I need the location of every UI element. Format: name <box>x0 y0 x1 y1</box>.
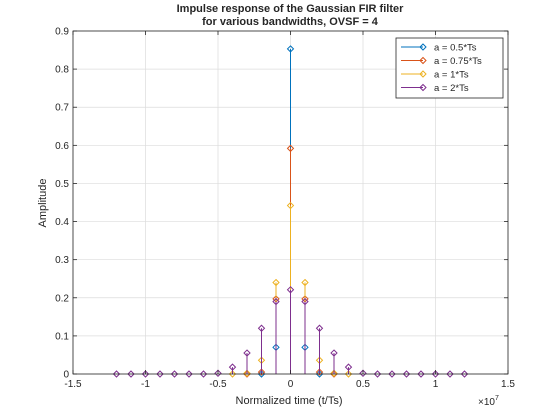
y-tick-label: 0.4 <box>55 217 69 228</box>
y-axis-ticks: 0 0.1 0.2 0.3 0.4 0.5 0.6 0.7 0.8 0.9 <box>55 27 508 381</box>
stem-marker <box>185 370 193 378</box>
y-tick-label: 0.6 <box>55 141 69 152</box>
legend-marker <box>419 56 427 65</box>
stem-marker <box>460 370 469 378</box>
stem-marker <box>272 278 280 287</box>
x-tick-label: 1.5 <box>501 379 515 390</box>
stem-marker <box>257 368 266 376</box>
stem-marker <box>344 370 353 378</box>
x-axis-ticks: -1.5 -1 -0.5 0 0.5 1 1.5 <box>64 31 515 390</box>
stem-marker <box>214 369 222 377</box>
stem-marker <box>243 370 251 378</box>
stem-marker <box>330 349 338 357</box>
legend-label: a = 0.75*Ts <box>434 56 482 67</box>
stem-marker <box>141 370 150 378</box>
x-tick-label: -1 <box>141 379 150 390</box>
y-tick-label: 0.5 <box>55 179 69 190</box>
stem-marker <box>243 349 251 357</box>
stem-marker <box>272 297 280 306</box>
x-tick-label: 0 <box>288 379 294 390</box>
x-tick-label: 0.5 <box>356 379 370 390</box>
stem-marker <box>315 324 324 332</box>
stem-marker <box>156 370 164 378</box>
y-tick-label: 0.8 <box>55 65 69 76</box>
y-tick-label: 0.9 <box>55 27 69 38</box>
chart-title-line-1: Impulse response of the Gaussian FIR fil… <box>177 3 404 15</box>
stem-marker <box>286 286 295 294</box>
x-axis-exponent: ×107 <box>478 395 499 408</box>
stem-marker <box>243 369 251 377</box>
legend: a = 0.5*Ts a = 0.75*Ts a = 1*Ts a = 2*Ts <box>395 37 504 99</box>
legend-item: a = 0.75*Ts <box>401 56 482 67</box>
stem-marker <box>228 370 237 378</box>
stem-marker <box>127 370 135 378</box>
stem-marker <box>388 370 396 378</box>
x-axis-exponent-power: 7 <box>495 395 499 402</box>
y-tick-label: 0.2 <box>55 293 69 304</box>
stem-marker <box>286 144 295 153</box>
stem-marker <box>417 370 425 378</box>
legend-label: a = 2*Ts <box>434 83 469 94</box>
legend-item: a = 0.5*Ts <box>401 43 477 54</box>
stem-marker <box>112 370 121 378</box>
stem-marker <box>301 278 309 287</box>
y-tick-label: 0.1 <box>55 331 69 342</box>
x-tick-label: -1.5 <box>64 379 82 390</box>
legend-item: a = 1*Ts <box>401 70 469 81</box>
legend-marker <box>419 83 427 92</box>
stem-marker <box>199 370 208 378</box>
legend-marker <box>419 70 427 78</box>
stem-marker <box>359 369 367 377</box>
stem-marker <box>373 370 382 378</box>
y-axis-label: Amplitude <box>37 179 49 228</box>
stem-marker <box>228 363 237 371</box>
y-tick-label: 0.7 <box>55 103 69 114</box>
legend-label: a = 1*Ts <box>434 70 469 81</box>
stem-marker <box>446 370 454 378</box>
x-tick-label: -0.5 <box>209 379 227 390</box>
stem-marker <box>170 370 179 378</box>
stem-marker <box>344 363 353 371</box>
stem-marker <box>431 370 440 378</box>
chart-title-line-2: for various bandwidths, OVSF = 4 <box>202 16 379 28</box>
x-tick-label: 1 <box>433 379 439 390</box>
legend-label: a = 0.5*Ts <box>434 43 477 54</box>
y-tick-label: 0.3 <box>55 255 69 266</box>
legend-item: a = 2*Ts <box>401 83 469 94</box>
x-axis-label: Normalized time (t/Ts) <box>236 395 343 407</box>
stem-marker <box>402 370 411 378</box>
stem-marker <box>257 324 266 332</box>
stem-marker <box>286 45 295 53</box>
stem-marker <box>315 368 324 376</box>
stem-marker <box>330 370 338 378</box>
legend-marker <box>419 43 427 51</box>
stem-marker <box>301 297 309 306</box>
chart-title: Impulse response of the Gaussian FIR fil… <box>177 3 404 28</box>
stem-marker <box>286 201 295 210</box>
y-tick-label: 0 <box>63 370 69 381</box>
stem-marker <box>330 369 338 377</box>
x-axis-exponent-base: ×10 <box>478 397 495 408</box>
series-4 <box>112 286 469 378</box>
stem-series <box>112 45 469 378</box>
